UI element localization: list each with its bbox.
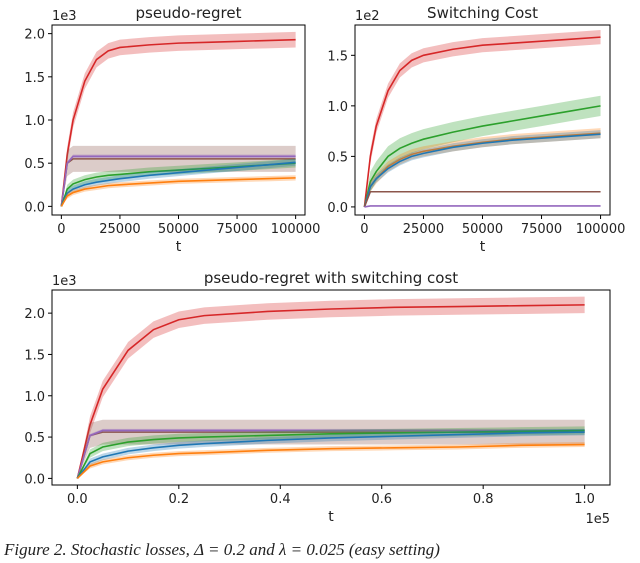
y-tick-label: 1.0	[24, 114, 45, 129]
x-tick-label: 0.6	[371, 492, 392, 507]
x-tick-label: 0.0	[67, 492, 88, 507]
line-red	[76, 304, 585, 479]
x-tick-label: 0.8	[473, 492, 494, 507]
x-tick-label: 25000	[403, 222, 444, 237]
line-green	[60, 162, 296, 207]
line-green	[363, 105, 601, 208]
band-orange	[77, 442, 585, 479]
x-tick-label: 0.2	[168, 492, 189, 507]
band-blue	[61, 158, 296, 207]
y-scale-label: 1e3	[52, 9, 77, 24]
band-brown	[61, 145, 296, 207]
band-blue	[77, 428, 585, 479]
line-red	[60, 38, 296, 207]
y-scale-label: 1e3	[52, 274, 77, 289]
y-tick-label: 0.5	[24, 157, 45, 172]
subplot-title: pseudo-regret with switching cost	[204, 269, 458, 287]
x-tick-label: 100000	[271, 222, 321, 237]
x-tick-label: 75000	[521, 222, 562, 237]
x-tick-label: 1.0	[574, 492, 595, 507]
band-brown	[364, 191, 601, 207]
figure-caption: Figure 2. Stochastic losses, Δ = 0.2 and…	[4, 540, 440, 559]
y-tick-label: 0.0	[327, 201, 348, 216]
y-tick-label: 1.5	[327, 49, 348, 64]
y-scale-label: 1e2	[355, 9, 380, 24]
line-brown	[363, 190, 601, 208]
subplot-2: 0 25000 50000 75000 100000 0.0 0.5 1.0 1.5 Switch…	[327, 4, 625, 255]
y-tick-label: 1.5	[24, 348, 45, 363]
x-tick-label: 0	[57, 222, 65, 237]
y-tick-label: 1.0	[327, 100, 348, 115]
y-tick-label: 0.5	[24, 431, 45, 446]
line-purple	[364, 205, 601, 208]
subplot-title: Switching Cost	[427, 4, 538, 22]
x-axis-label: t	[176, 239, 182, 255]
band-orange	[364, 128, 601, 207]
line-red	[363, 36, 601, 208]
x-axis-label: t	[480, 239, 486, 255]
x-tick-label: 0	[360, 222, 368, 237]
band-green	[77, 426, 585, 479]
x-tick-label: 100000	[576, 222, 626, 237]
x-tick-label: 50000	[158, 222, 199, 237]
x-scale-label: 1e5	[585, 512, 610, 527]
line-purple	[76, 429, 585, 479]
subplot-3: 0.0 0.2 0.4 0.6 0.8 1.0 0.0 0.5 1.0 1.5 2.0 pseudo-…	[24, 269, 611, 527]
axes-frame	[51, 289, 611, 486]
y-tick-label: 2.0	[24, 28, 45, 43]
line-blue	[76, 431, 585, 479]
x-tick-label: 25000	[99, 222, 140, 237]
subplot-1: 0 25000 50000 75000 100000 0.0 0.5 1.0 1.5 2.0 pse…	[24, 4, 320, 255]
band-green	[364, 95, 601, 207]
band-blue	[364, 130, 601, 207]
line-blue	[60, 161, 296, 207]
line-brown	[60, 158, 296, 207]
line-purple	[60, 155, 296, 207]
line-blue	[363, 133, 601, 208]
x-tick-label: 50000	[462, 222, 503, 237]
band-orange	[61, 175, 296, 207]
y-tick-label: 2.0	[24, 307, 45, 322]
subplot-title: pseudo-regret	[136, 4, 242, 22]
x-tick-label: 0.4	[270, 492, 291, 507]
y-tick-label: 0.0	[24, 472, 45, 487]
line-orange	[60, 177, 296, 207]
band-green	[61, 158, 296, 207]
line-green	[76, 429, 585, 479]
x-axis-label: t	[328, 509, 334, 525]
y-tick-label: 0.5	[327, 150, 348, 165]
y-tick-label: 0.0	[24, 200, 45, 215]
line-orange	[76, 443, 585, 479]
x-tick-label: 75000	[216, 222, 257, 237]
y-tick-label: 1.0	[24, 390, 45, 405]
y-tick-label: 1.5	[24, 71, 45, 86]
